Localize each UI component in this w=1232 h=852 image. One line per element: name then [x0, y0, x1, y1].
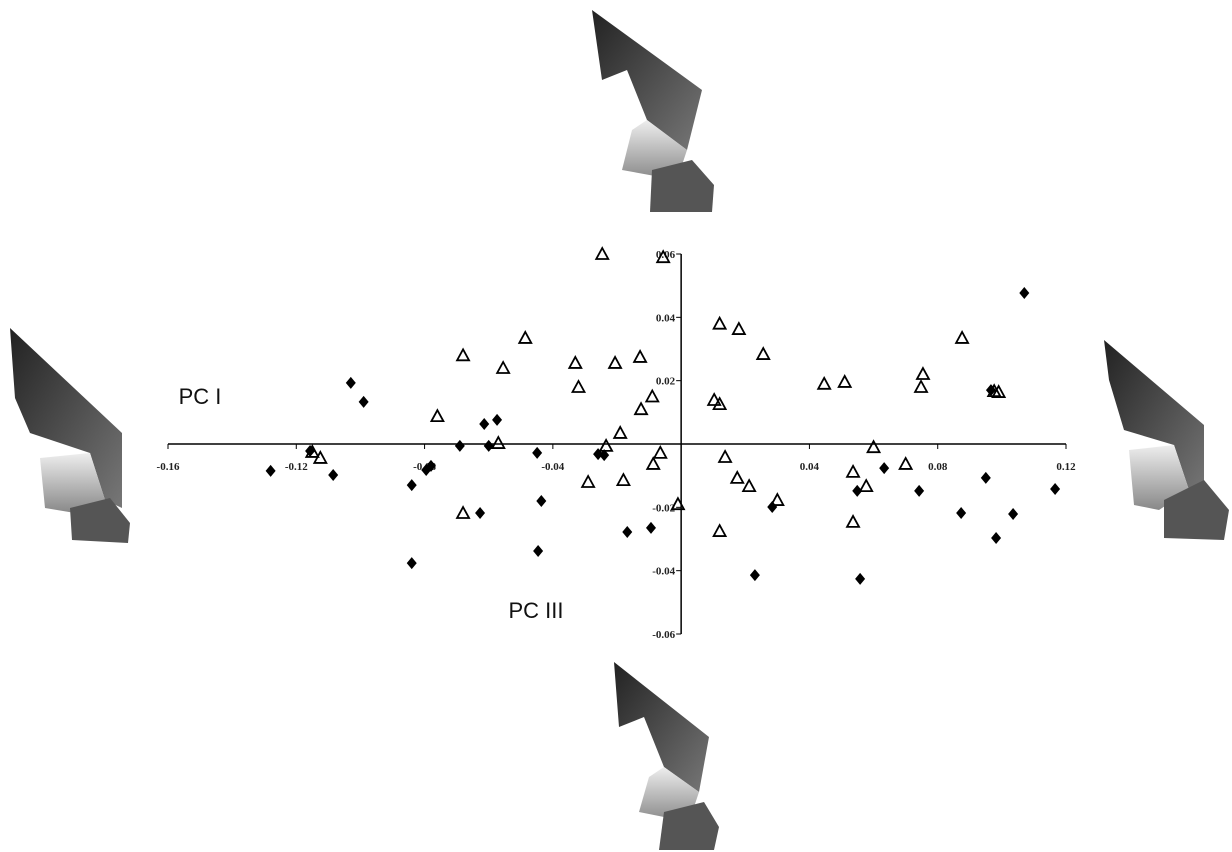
- diamond-point: [475, 507, 485, 519]
- shape-left: [10, 328, 130, 543]
- diamond-point: [407, 557, 417, 569]
- triangle-point: [719, 451, 731, 462]
- triangle-point: [733, 323, 745, 334]
- chart: PC I PC III -0.16-0.12-0.08-0.040.040.08…: [0, 0, 1232, 852]
- diamond-point: [407, 479, 417, 491]
- diamond-point: [328, 469, 338, 481]
- diamond-point: [479, 418, 489, 430]
- diamond-point: [492, 414, 502, 426]
- diamond-point: [532, 447, 542, 459]
- triangle-point: [492, 437, 504, 448]
- triangle-point: [600, 440, 612, 451]
- y-tick-label: -0.04: [652, 566, 675, 578]
- triangle-point: [573, 381, 585, 392]
- diamond-point: [533, 545, 543, 557]
- triangle-point: [647, 458, 659, 469]
- triangle-point: [646, 391, 658, 402]
- diamond-point: [879, 462, 889, 474]
- triangle-point: [654, 447, 666, 458]
- diamond-point: [646, 522, 656, 534]
- y-tick-label: 0.04: [656, 312, 676, 324]
- triangle-point: [839, 376, 851, 387]
- diamond-point: [956, 507, 966, 519]
- x-tick-label: 0.04: [800, 461, 820, 473]
- triangle-point: [714, 318, 726, 329]
- x-tick-label: -0.16: [157, 461, 180, 473]
- x-tick-label: -0.04: [541, 461, 564, 473]
- triangle-point: [847, 516, 859, 527]
- shape-bottom: [614, 662, 719, 850]
- triangle-point: [868, 441, 880, 452]
- triangle-point: [569, 357, 581, 368]
- diamond-point: [455, 440, 465, 452]
- diamond-point: [359, 396, 369, 408]
- diamond-point: [767, 501, 777, 513]
- triangle-point: [743, 480, 755, 491]
- diamond-point: [991, 532, 1001, 544]
- x-tick-label: 0.08: [928, 461, 948, 473]
- triangle-point: [818, 378, 830, 389]
- diamond-point: [1050, 483, 1060, 495]
- y-tick-label: 0.02: [656, 376, 676, 388]
- triangle-point: [634, 351, 646, 362]
- diamond-point: [622, 526, 632, 538]
- diamond-point: [1019, 287, 1029, 299]
- diamond-point: [346, 377, 356, 389]
- shape-top: [592, 10, 714, 212]
- triangle-point: [596, 248, 608, 259]
- triangle-point: [956, 332, 968, 343]
- x-tick-label: -0.12: [285, 461, 308, 473]
- triangle-point: [431, 410, 443, 421]
- triangle-point: [915, 381, 927, 392]
- page: PC I PC III -0.16-0.12-0.08-0.040.040.08…: [0, 0, 1232, 852]
- diamond-point: [484, 440, 494, 452]
- triangle-point: [609, 357, 621, 368]
- diamond-point: [1008, 508, 1018, 520]
- triangle-point: [457, 349, 469, 360]
- triangle-point: [497, 362, 509, 373]
- triangle-point: [617, 474, 629, 485]
- y-tick-label: -0.06: [652, 629, 675, 641]
- triangle-point: [757, 348, 769, 359]
- diamond-point: [536, 495, 546, 507]
- diamond-point: [981, 472, 991, 484]
- diamond-point: [855, 573, 865, 585]
- triangle-point: [582, 476, 594, 487]
- x-axis-label: PC I: [179, 384, 222, 409]
- diamond-point: [914, 485, 924, 497]
- triangle-point: [714, 525, 726, 536]
- diamond-point: [750, 569, 760, 581]
- triangle-point: [860, 480, 872, 491]
- triangle-point: [635, 403, 647, 414]
- x-tick-label: 0.12: [1056, 461, 1076, 473]
- y-axis-label: PC III: [508, 598, 563, 623]
- diamond-point: [266, 465, 276, 477]
- shape-right: [1104, 340, 1229, 540]
- triangle-point: [847, 466, 859, 477]
- diamond-point: [852, 485, 862, 497]
- triangle-point: [519, 332, 531, 343]
- triangle-point: [614, 427, 626, 438]
- triangle-point: [457, 507, 469, 518]
- triangle-point: [900, 458, 912, 469]
- triangle-point: [917, 368, 929, 379]
- triangle-point: [731, 472, 743, 483]
